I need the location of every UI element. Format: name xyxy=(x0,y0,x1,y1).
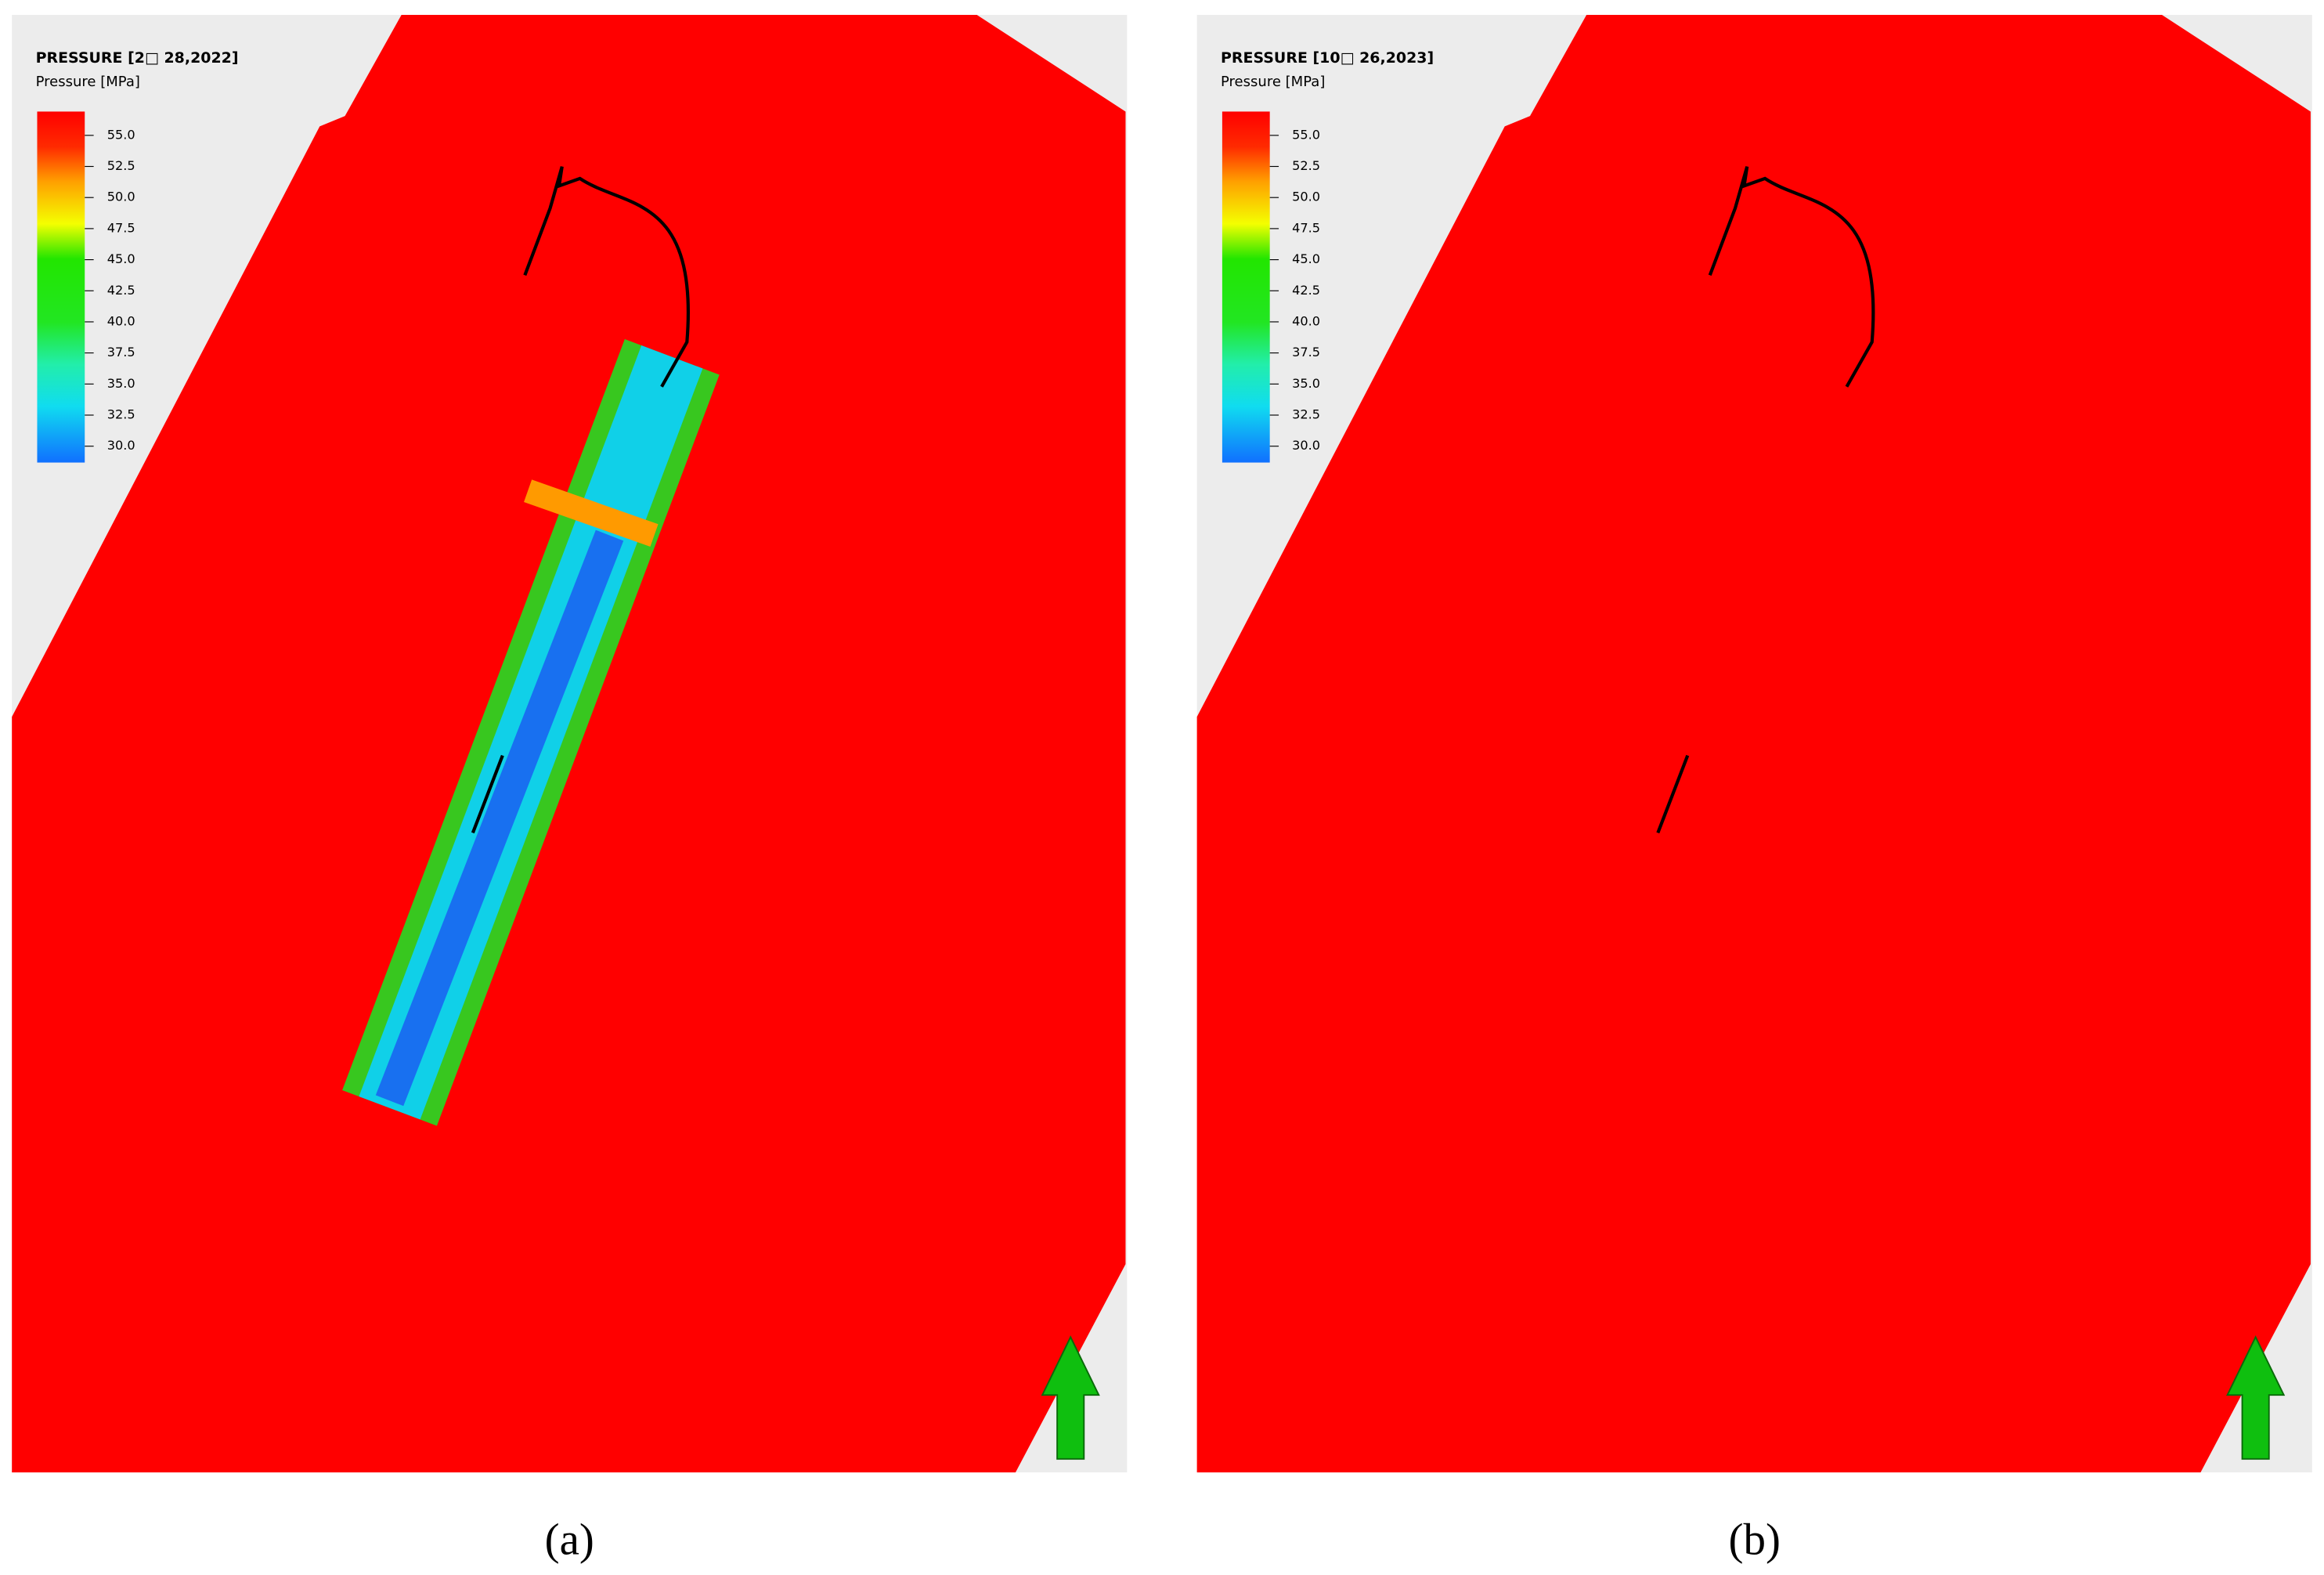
colorbar-tick-label: 47.5 xyxy=(1292,220,1320,235)
colorbar-tick-label: 52.5 xyxy=(1292,158,1320,173)
colorbar-tick-label: 30.0 xyxy=(107,438,135,453)
plume-yellow xyxy=(524,479,659,547)
colorbar-tick-label: 47.5 xyxy=(107,220,135,235)
panel: PRESSURE [2□ 28,2022] Pressure [MPa] 55.0 5… xyxy=(12,15,1128,1564)
colorbar-tick-label: 50.0 xyxy=(107,190,135,204)
colorbar-tick-label: 42.5 xyxy=(1292,283,1320,298)
colorbar-tick-label: 32.5 xyxy=(1292,407,1320,422)
colorbar-tick-label: 40.0 xyxy=(1292,313,1320,328)
colorbar-tick-label: 52.5 xyxy=(107,158,135,173)
colorbar xyxy=(37,111,85,463)
colorbar-tick-label: 35.0 xyxy=(1292,376,1320,391)
north-arrow xyxy=(2226,1335,2286,1460)
panel-caption: (a) xyxy=(545,1515,594,1564)
colorbar-tick-label: 37.5 xyxy=(107,345,135,359)
colorbar-tick-label: 30.0 xyxy=(1292,438,1320,453)
panel: PRESSURE [10□ 26,2023] Pressure [MPa] 55.0… xyxy=(1196,15,2312,1564)
well-trajectory xyxy=(471,754,504,834)
well-trajectory xyxy=(1708,166,1875,388)
colorbar-tick-label: 35.0 xyxy=(107,376,135,391)
plume-core xyxy=(375,529,624,1107)
legend-unit: Pressure [MPa] xyxy=(36,74,140,90)
north-arrow xyxy=(1041,1335,1100,1460)
colorbar xyxy=(1222,111,1270,463)
legend-title: PRESSURE [2□ 28,2022] xyxy=(36,49,239,67)
legend-unit: Pressure [MPa] xyxy=(1221,74,1325,90)
colorbar-tick-label: 50.0 xyxy=(1292,190,1320,204)
legend-title: PRESSURE [10□ 26,2023] xyxy=(1221,49,1434,67)
colorbar-tick-label: 55.0 xyxy=(1292,127,1320,142)
well-trajectory xyxy=(523,166,690,388)
colorbar-tick-label: 45.0 xyxy=(1292,251,1320,266)
reservoir-grid xyxy=(1196,15,2311,1472)
colorbar-tick-label: 32.5 xyxy=(107,407,135,422)
colorbar-tick-label: 42.5 xyxy=(107,283,135,298)
colorbar-tick-label: 40.0 xyxy=(107,313,135,328)
colorbar-tick-label: 55.0 xyxy=(107,127,135,142)
colorbar-tick-label: 37.5 xyxy=(1292,345,1320,359)
well-trajectory xyxy=(1656,754,1690,834)
panel-caption: (b) xyxy=(1729,1515,1781,1564)
colorbar-tick-label: 45.0 xyxy=(107,251,135,266)
